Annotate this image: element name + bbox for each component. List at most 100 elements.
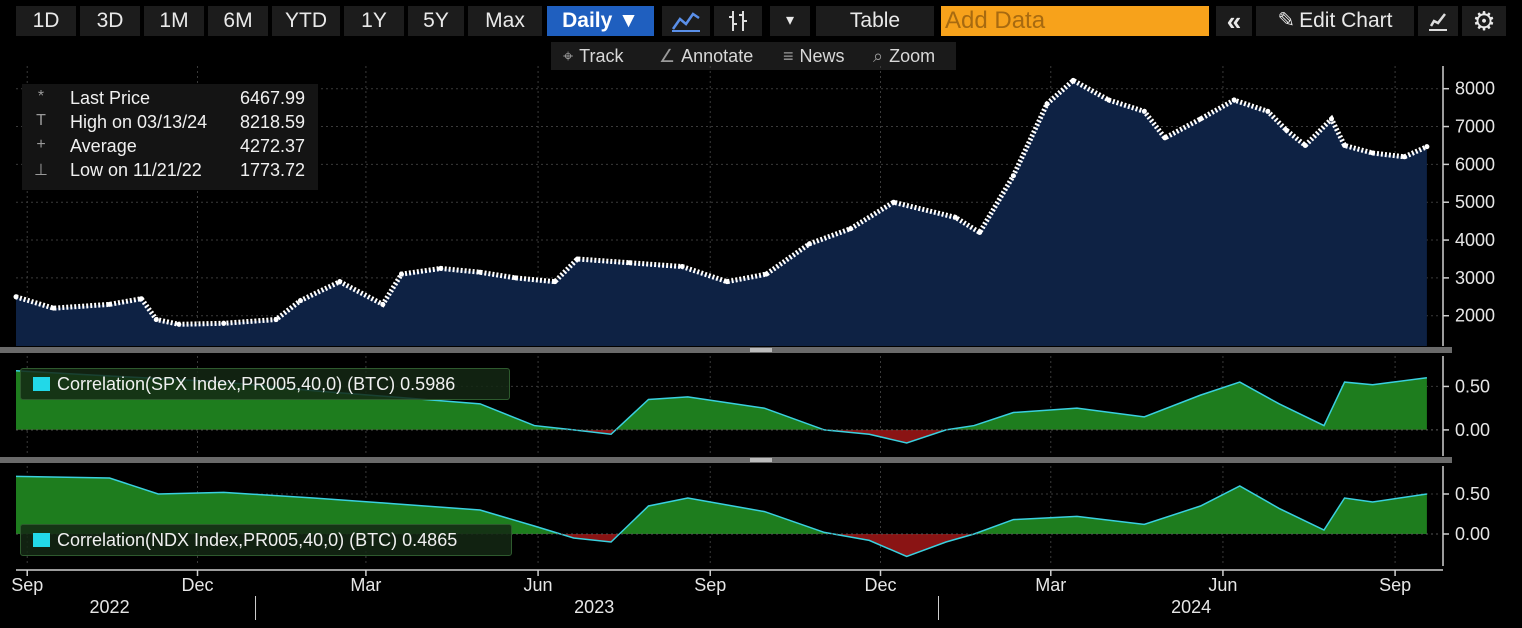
price-point xyxy=(952,214,958,220)
x-year-label: 2024 xyxy=(1171,597,1211,617)
price-legend: * Last Price 6467.99 T High on 03/13/24 … xyxy=(22,84,318,190)
period-5y-button[interactable]: 5Y xyxy=(408,6,464,36)
bar-chart-icon[interactable] xyxy=(714,6,762,36)
chart-type-dropdown-icon[interactable]: ▾ xyxy=(770,6,810,36)
price-point xyxy=(806,241,812,247)
price-point xyxy=(1370,150,1376,156)
y-tick-label: 7000 xyxy=(1455,117,1495,137)
price-point xyxy=(1070,77,1076,83)
ndx-correlation-label: Correlation(NDX Index,PR005,40,0) (BTC) … xyxy=(57,525,457,555)
x-month-label: Jun xyxy=(1208,575,1237,595)
last-price-marker-icon: * xyxy=(37,88,45,105)
period-1d-button[interactable]: 1D xyxy=(16,6,76,36)
price-point xyxy=(13,294,19,300)
spx-correlation-legend[interactable]: Correlation(SPX Index,PR005,40,0) (BTC) … xyxy=(20,368,510,400)
crosshair-icon: ⌖ xyxy=(563,46,574,66)
price-point xyxy=(1265,108,1271,114)
ndx-correlation-legend[interactable]: Correlation(NDX Index,PR005,40,0) (BTC) … xyxy=(20,524,512,556)
price-point xyxy=(176,321,182,327)
panel-resize-handle xyxy=(750,348,772,352)
legend-value: 1773.72 xyxy=(240,160,306,180)
price-point xyxy=(1197,116,1203,122)
table-button[interactable]: Table xyxy=(816,6,934,36)
price-point xyxy=(513,275,519,281)
y-tick-label: 0.50 xyxy=(1455,484,1490,504)
period-3d-button[interactable]: 3D xyxy=(80,6,140,36)
series-swatch xyxy=(33,533,50,547)
price-point xyxy=(1302,142,1308,148)
frequency-dropdown[interactable]: Daily ▼ xyxy=(547,6,654,36)
price-point xyxy=(574,256,580,262)
price-point xyxy=(1231,97,1237,103)
y-tick-label: 3000 xyxy=(1455,268,1495,288)
legend-label: Low on 11/21/22 xyxy=(70,160,202,180)
price-point xyxy=(1284,127,1290,133)
line-chart-icon[interactable] xyxy=(662,6,710,36)
x-month-label: Mar xyxy=(1035,575,1066,595)
x-month-label: Sep xyxy=(11,575,43,595)
y-tick-label: 2000 xyxy=(1455,306,1495,326)
add-data-input[interactable] xyxy=(941,6,1209,36)
panel-resize-handle xyxy=(750,458,772,462)
price-point xyxy=(1141,108,1147,114)
legend-value: 8218.59 xyxy=(240,112,306,132)
y-tick-label: 8000 xyxy=(1455,79,1495,99)
track-tool[interactable]: ⌖ Track xyxy=(563,42,623,70)
price-point xyxy=(153,317,159,323)
price-point xyxy=(221,320,227,326)
news-tool[interactable]: ≡ News xyxy=(783,42,845,70)
price-point xyxy=(1342,142,1348,148)
x-year-label: 2023 xyxy=(574,597,614,617)
settings-gear-icon[interactable]: ⚙ xyxy=(1462,6,1506,36)
panel-divider xyxy=(0,457,1452,463)
price-point xyxy=(891,199,897,205)
price-point xyxy=(297,298,303,304)
price-point xyxy=(763,271,769,277)
collapse-icon[interactable]: « xyxy=(1216,6,1252,36)
period-max-button[interactable]: Max xyxy=(468,6,542,36)
x-year-label: 2022 xyxy=(90,597,130,617)
period-ytd-button[interactable]: YTD xyxy=(272,6,340,36)
annotation-pen-icon[interactable] xyxy=(1418,6,1458,36)
legend-label: High on 03/13/24 xyxy=(70,112,208,132)
news-label: News xyxy=(799,46,845,66)
spx-last-value: 0.5986 xyxy=(400,374,456,394)
average-marker-icon: + xyxy=(36,136,46,153)
period-6m-button[interactable]: 6M xyxy=(208,6,268,36)
price-point xyxy=(50,305,56,311)
period-1m-button[interactable]: 1M xyxy=(144,6,204,36)
price-point xyxy=(679,264,685,270)
x-month-label: Dec xyxy=(864,575,896,595)
zoom-label: Zoom xyxy=(889,46,936,66)
panel-divider xyxy=(0,347,1452,353)
y-tick-label: 0.50 xyxy=(1455,376,1490,396)
price-point xyxy=(438,265,444,271)
price-point xyxy=(1424,144,1430,150)
price-point xyxy=(1044,101,1050,107)
legend-label: Last Price xyxy=(70,88,151,108)
price-point xyxy=(1010,173,1016,179)
spx-correlation-label: Correlation(SPX Index,PR005,40,0) (BTC) … xyxy=(57,369,455,399)
price-point xyxy=(1401,154,1407,160)
low-marker-icon: ⊥ xyxy=(34,162,48,179)
zoom-icon: ⌕ xyxy=(873,46,884,66)
annotate-label: Annotate xyxy=(681,46,754,66)
y-tick-label: 5000 xyxy=(1455,192,1495,212)
legend-label: Average xyxy=(70,136,137,156)
spx-series-name: Correlation(SPX Index,PR005,40,0) (BTC) xyxy=(57,374,396,394)
x-month-label: Jun xyxy=(524,575,553,595)
zoom-tool[interactable]: ⌕ Zoom xyxy=(873,42,935,70)
high-marker-icon: T xyxy=(36,112,46,129)
edit-chart-button[interactable]: ✎ Edit Chart xyxy=(1256,6,1414,36)
y-tick-label: 6000 xyxy=(1455,154,1495,174)
period-1y-button[interactable]: 1Y xyxy=(344,6,404,36)
legend-value: 6467.99 xyxy=(240,88,306,108)
x-month-label: Sep xyxy=(1379,575,1411,595)
ndx-series-name: Correlation(NDX Index,PR005,40,0) (BTC) xyxy=(57,530,398,550)
edit-pencil-icon: ✎ xyxy=(1277,9,1296,32)
price-point xyxy=(380,301,386,307)
x-month-label: Sep xyxy=(694,575,726,595)
annotate-tool[interactable]: ∠ Annotate xyxy=(659,42,753,70)
ndx-last-value: 0.4865 xyxy=(402,530,458,550)
legend-value: 4272.37 xyxy=(240,136,306,156)
